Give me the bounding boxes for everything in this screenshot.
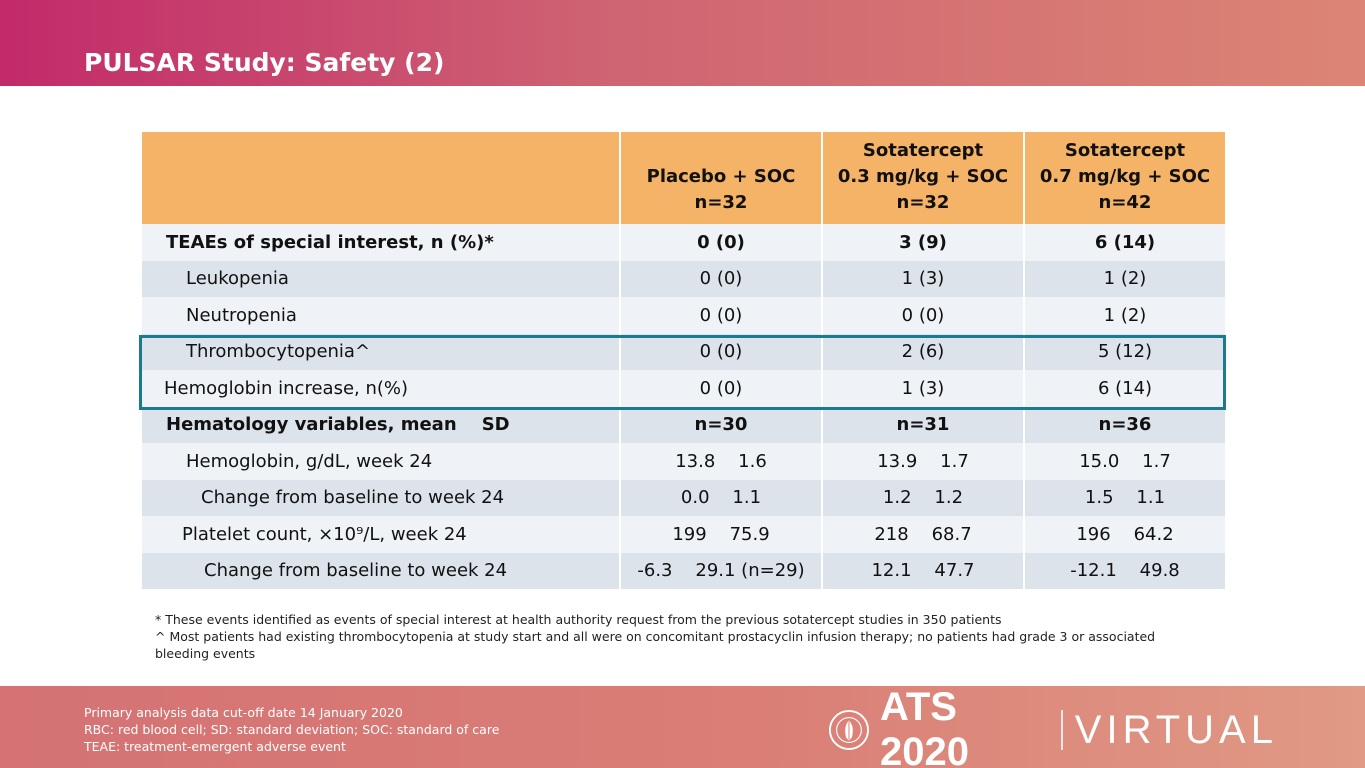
table-row: Thrombocytopenia^ 0 (0) 2 (6) 5 (12)	[142, 333, 1225, 370]
row-value: 3 (9)	[822, 224, 1025, 261]
row-value: 1 (2)	[1024, 260, 1225, 297]
row-value: 199 75.9	[620, 516, 823, 553]
table-row: Hematology variables, mean SD n=30 n=31 n=3…	[142, 406, 1225, 443]
logo-divider	[1060, 710, 1063, 750]
table-row: Hemoglobin, g/dL, week 24 13.8 1.6 13.9 1.…	[142, 443, 1225, 480]
row-value: 0 (0)	[620, 297, 823, 334]
column-header-placebo: Placebo + SOC n=32	[620, 132, 823, 224]
row-value: 218 68.7	[822, 516, 1025, 553]
row-value: 2 (6)	[822, 333, 1025, 370]
logo-sub-text: VIRTUAL	[1074, 707, 1278, 752]
safety-table: Placebo + SOC n=32 Sotatercept 0.3 mg/kg…	[142, 132, 1225, 589]
row-label: Change from baseline to week 24	[142, 479, 621, 516]
logo-main-text: ATS 2020	[879, 685, 969, 768]
row-value: 1 (2)	[1024, 297, 1225, 334]
row-value: 1.2 1.2	[822, 479, 1025, 516]
row-label: Change from baseline to week 24	[142, 552, 621, 589]
footnote-thrombocytopenia: ^ Most patients had existing thrombocyto…	[155, 629, 1156, 661]
row-value: 1 (3)	[822, 370, 1025, 407]
table-row: Leukopenia 0 (0) 1 (3) 1 (2)	[142, 260, 1225, 297]
row-value: 0.0 1.1	[620, 479, 823, 516]
row-value: n=30	[620, 406, 823, 443]
row-value: -12.1 49.8	[1024, 552, 1225, 589]
row-value: 0 (0)	[620, 224, 823, 261]
row-label: Hematology variables, mean SD	[142, 406, 621, 443]
row-label: Platelet count, ×10⁹/L, week 24	[142, 516, 621, 553]
footnote-special-interest: * These events identified as events of s…	[155, 612, 1002, 627]
row-value: 13.8 1.6	[620, 443, 823, 480]
column-header-sotatercept-0-3: Sotatercept 0.3 mg/kg + SOC n=32	[822, 132, 1025, 224]
row-label: TEAEs of special interest, n (%)*	[142, 224, 621, 261]
table-row: Hemoglobin increase, n(%) 0 (0) 1 (3) 6 (14…	[142, 370, 1225, 407]
ats-logo: ATS 2020 VIRTUAL	[828, 685, 1278, 768]
table-body: TEAEs of special interest, n (%)* 0 (0) 3 …	[142, 224, 1225, 589]
row-value: 0 (0)	[620, 333, 823, 370]
row-value: 12.1 47.7	[822, 552, 1025, 589]
row-value: -6.3 29.1 (n=29)	[620, 552, 823, 589]
abbreviations: Primary analysis data cut-off date 14 Ja…	[84, 704, 499, 755]
slide-title: PULSAR Study: Safety (2)	[84, 48, 445, 77]
row-label: Neutropenia	[142, 297, 621, 334]
footnotes: * These events identified as events of s…	[155, 611, 1205, 662]
row-value: 6 (14)	[1024, 224, 1225, 261]
table-header-row: Placebo + SOC n=32 Sotatercept 0.3 mg/kg…	[142, 132, 1225, 224]
abbreviation-line: TEAE: treatment-emergent adverse event	[84, 739, 346, 754]
column-header-sotatercept-0-7: Sotatercept 0.7 mg/kg + SOC n=42	[1024, 132, 1225, 224]
row-value: 6 (14)	[1024, 370, 1225, 407]
row-value: 1 (3)	[822, 260, 1025, 297]
table-row: Platelet count, ×10⁹/L, week 24 199 75.9 2…	[142, 516, 1225, 553]
header-empty-cell	[142, 132, 621, 224]
abbreviation-line: RBC: red blood cell; SD: standard deviat…	[84, 722, 500, 737]
row-label: Hemoglobin increase, n(%)	[142, 370, 621, 407]
row-value: n=36	[1024, 406, 1225, 443]
row-value: n=31	[822, 406, 1025, 443]
ats-seal-icon	[828, 709, 869, 751]
row-value: 0 (0)	[620, 370, 823, 407]
table-row: Neutropenia 0 (0) 0 (0) 1 (2)	[142, 297, 1225, 334]
row-value: 0 (0)	[822, 297, 1025, 334]
row-label: Hemoglobin, g/dL, week 24	[142, 443, 621, 480]
slide-header: PULSAR Study: Safety (2)	[0, 0, 1365, 86]
row-value: 15.0 1.7	[1024, 443, 1225, 480]
row-value: 0 (0)	[620, 260, 823, 297]
table-row: Change from baseline to week 24 -6.3 29.1…	[142, 552, 1225, 589]
abbreviation-line: Primary analysis data cut-off date 14 Ja…	[84, 705, 403, 720]
row-label: Thrombocytopenia^	[142, 333, 621, 370]
row-value: 5 (12)	[1024, 333, 1225, 370]
slide-footer: Primary analysis data cut-off date 14 Ja…	[0, 685, 1365, 768]
row-value: 1.5 1.1	[1024, 479, 1225, 516]
table-row: TEAEs of special interest, n (%)* 0 (0) 3 …	[142, 224, 1225, 261]
row-value: 196 64.2	[1024, 516, 1225, 553]
row-value: 13.9 1.7	[822, 443, 1025, 480]
row-label: Leukopenia	[142, 260, 621, 297]
table-row: Change from baseline to week 24 0.0 1.1 1.…	[142, 479, 1225, 516]
